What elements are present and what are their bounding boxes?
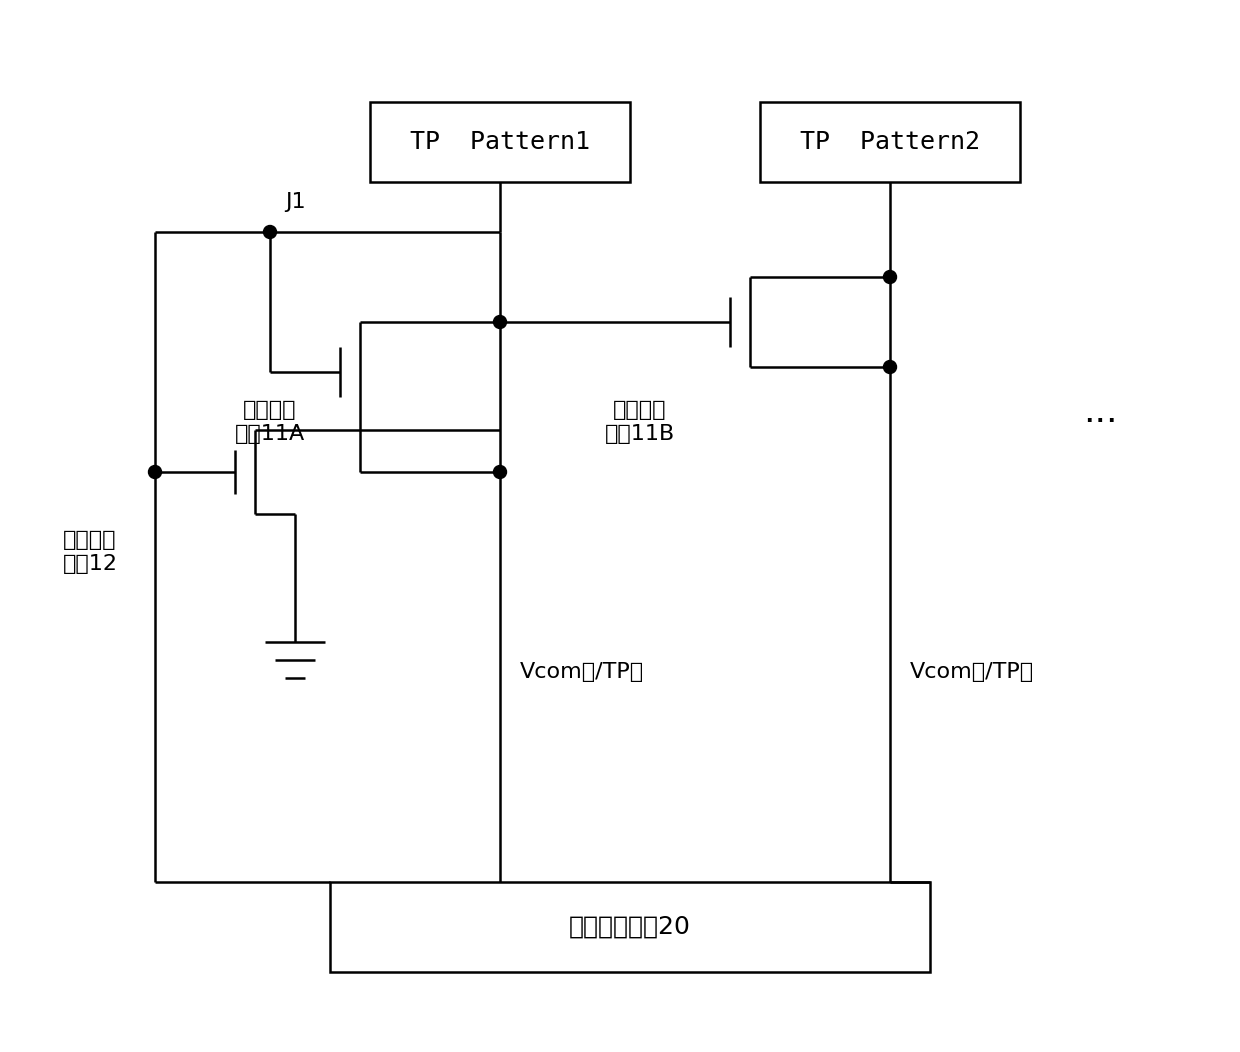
Text: 第一可控
开关11B: 第一可控 开关11B — [605, 401, 675, 444]
Circle shape — [494, 465, 506, 479]
Text: ...: ... — [1083, 394, 1117, 429]
Text: 第二可控
开关12: 第二可控 开关12 — [62, 530, 118, 573]
Text: 第一可控
开关11A: 第一可控 开关11A — [234, 401, 305, 444]
Circle shape — [263, 225, 277, 239]
Bar — [330, 882, 930, 972]
Bar — [760, 102, 1021, 182]
Circle shape — [149, 465, 161, 479]
Circle shape — [883, 270, 897, 283]
Text: J1: J1 — [285, 193, 305, 213]
Text: 显示控制芯片20: 显示控制芯片20 — [569, 915, 691, 939]
Bar — [370, 102, 630, 182]
Text: TP  Pattern2: TP Pattern2 — [800, 130, 980, 154]
Circle shape — [494, 316, 506, 328]
Circle shape — [883, 361, 897, 373]
Text: Vcom线/TP线: Vcom线/TP线 — [520, 662, 644, 682]
Text: TP  Pattern1: TP Pattern1 — [410, 130, 590, 154]
Text: Vcom线/TP线: Vcom线/TP线 — [910, 662, 1034, 682]
